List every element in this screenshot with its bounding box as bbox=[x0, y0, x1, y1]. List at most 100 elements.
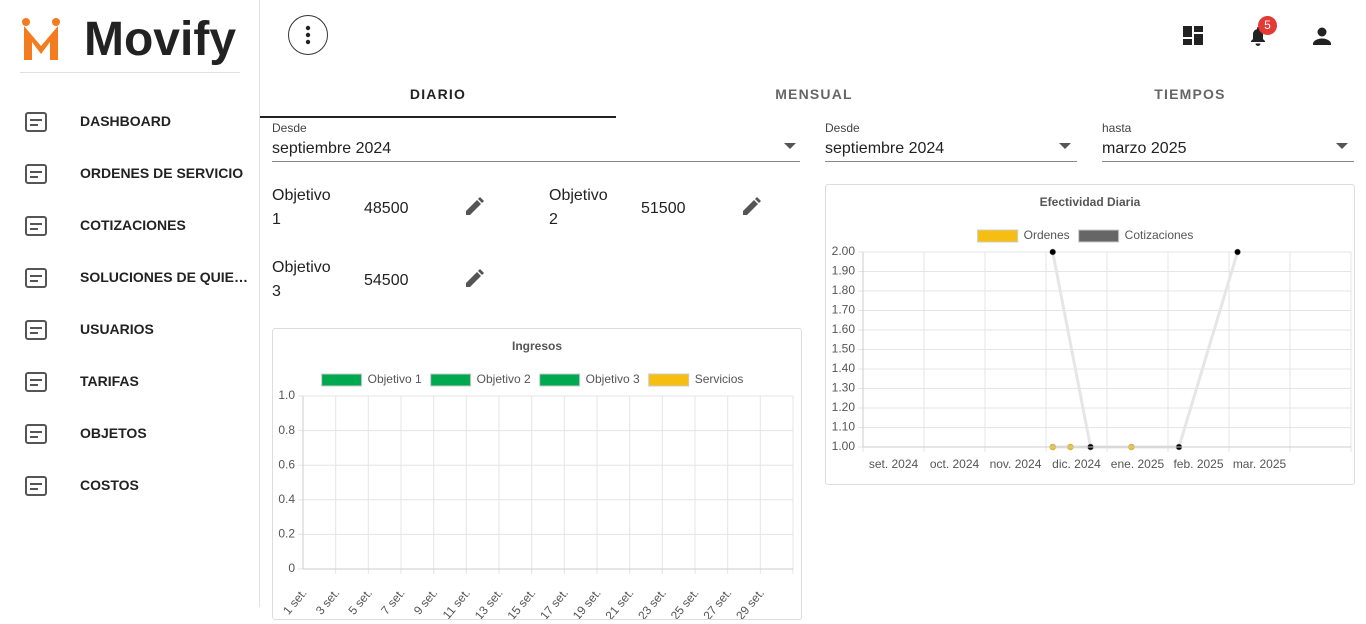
ingresos-card: Ingresos Objetivo 1 Objetivo 2 Objetivo 3 Se… bbox=[272, 328, 802, 623]
nav-label: USUARIOS bbox=[80, 321, 154, 337]
x-tick-label: 21 set. bbox=[603, 586, 637, 619]
x-tick-label: set. 2024 bbox=[869, 457, 919, 471]
y-tick-label: 0.8 bbox=[278, 423, 295, 437]
y-tick-label: 1.80 bbox=[832, 283, 856, 297]
x-tick-label: 17 set. bbox=[537, 586, 571, 619]
legend-swatch bbox=[977, 229, 1019, 243]
x-tick-label: 27 set. bbox=[701, 586, 735, 619]
select-desde[interactable]: Desde septiembre 2024 bbox=[272, 120, 800, 162]
nav-item[interactable]: SOLUCIONES DE QUIE… bbox=[0, 252, 259, 304]
select-value: septiembre 2024 bbox=[825, 140, 945, 157]
objective-label: Objetivo 2 bbox=[549, 187, 608, 228]
select-hasta[interactable]: hasta marzo 2025 bbox=[1102, 120, 1354, 162]
nav-item[interactable]: COSTOS bbox=[0, 460, 259, 512]
legend-swatch bbox=[1078, 229, 1120, 243]
y-tick-label: 1.40 bbox=[832, 361, 856, 375]
y-tick-label: 0.4 bbox=[278, 492, 295, 506]
y-tick-label: 1.0 bbox=[278, 388, 295, 402]
legend-label: Objetivo 2 bbox=[477, 372, 531, 386]
x-tick-label: 15 set. bbox=[505, 586, 539, 619]
dashboard-icon[interactable] bbox=[1182, 25, 1204, 47]
sidebar: Movify DASHBOARD ORDENES DE SERVICIO COTIZ… bbox=[0, 0, 260, 607]
x-tick-label: feb. 2025 bbox=[1173, 457, 1223, 471]
nav-item[interactable]: DASHBOARD bbox=[0, 96, 259, 148]
y-tick-label: 1.60 bbox=[832, 322, 856, 336]
y-tick-label: 1.70 bbox=[832, 303, 856, 317]
x-tick-label: ene. 2025 bbox=[1111, 457, 1165, 471]
x-tick-label: 13 set. bbox=[472, 586, 506, 619]
chart-title: Ingresos bbox=[512, 339, 562, 353]
notification-badge: 5 bbox=[1258, 16, 1277, 35]
nav-item[interactable]: TARIFAS bbox=[0, 356, 259, 408]
nav-label: OBJETOS bbox=[80, 425, 147, 441]
x-tick-label: 23 set. bbox=[635, 586, 669, 619]
nav-item[interactable]: OBJETOS bbox=[0, 408, 259, 460]
select-desde-2[interactable]: Desde septiembre 2024 bbox=[825, 120, 1077, 162]
y-tick-label: 0 bbox=[288, 561, 295, 575]
x-tick-label: dic. 2024 bbox=[1052, 457, 1101, 471]
y-tick-label: 0.6 bbox=[278, 457, 295, 471]
divider bbox=[20, 72, 240, 73]
data-point bbox=[1234, 248, 1241, 256]
legend-swatch bbox=[321, 373, 363, 387]
x-tick-label: 25 set. bbox=[668, 586, 702, 619]
objective-label: Objetivo 1 bbox=[272, 187, 331, 228]
legend-swatch bbox=[648, 373, 690, 387]
logo bbox=[22, 18, 60, 60]
x-tick-label: 7 set. bbox=[378, 586, 408, 617]
tab-indicator bbox=[260, 116, 616, 118]
more-button[interactable] bbox=[288, 15, 328, 55]
nav-label: COSTOS bbox=[80, 477, 139, 493]
chart-title: Efectividad Diaria bbox=[1040, 195, 1141, 209]
tab[interactable]: MENSUAL bbox=[775, 86, 853, 102]
tab[interactable]: TIEMPOS bbox=[1154, 86, 1226, 102]
data-point bbox=[1049, 248, 1056, 256]
x-tick-label: 11 set. bbox=[440, 586, 473, 619]
edit-button[interactable] bbox=[463, 268, 485, 295]
x-tick-label: 5 set. bbox=[345, 586, 375, 617]
account-icon[interactable] bbox=[1310, 24, 1334, 48]
select-value: septiembre 2024 bbox=[272, 140, 392, 157]
legend-swatch bbox=[430, 373, 472, 387]
x-tick-label: 19 set. bbox=[570, 586, 604, 619]
y-tick-label: 1.10 bbox=[832, 420, 856, 434]
legend-label: Objetivo 3 bbox=[586, 372, 640, 386]
x-tick-label: 29 set. bbox=[733, 586, 767, 619]
select-label: Desde bbox=[825, 121, 860, 135]
chart: Efectividad Diaria Ordenes Cotizaciones 1.0… bbox=[832, 195, 1352, 471]
legend-label: Objetivo 1 bbox=[368, 372, 422, 386]
x-tick-label: nov. 2024 bbox=[990, 457, 1042, 471]
y-tick-label: 1.30 bbox=[832, 381, 856, 395]
x-tick-label: 1 set. bbox=[280, 586, 310, 617]
nav-item[interactable]: ORDENES DE SERVICIO bbox=[0, 148, 259, 200]
edit-button[interactable] bbox=[740, 196, 762, 223]
chart: Ingresos Objetivo 1 Objetivo 2 Objetivo 3 Se… bbox=[278, 339, 794, 623]
y-tick-label: 0.2 bbox=[278, 527, 295, 541]
select-value: marzo 2025 bbox=[1102, 140, 1187, 157]
legend-swatch bbox=[539, 373, 581, 387]
select-label: hasta bbox=[1102, 121, 1132, 135]
nav-label: COTIZACIONES bbox=[80, 217, 186, 233]
y-tick-label: 1.00 bbox=[832, 439, 856, 453]
y-tick-label: 1.20 bbox=[832, 400, 856, 414]
nav-label: TARIFAS bbox=[80, 373, 139, 389]
legend-label: Ordenes bbox=[1024, 228, 1070, 242]
x-tick-label: oct. 2024 bbox=[930, 457, 980, 471]
objective-label: Objetivo 3 bbox=[272, 259, 331, 300]
legend-label: Servicios bbox=[695, 372, 744, 386]
y-tick-label: 1.50 bbox=[832, 342, 856, 356]
y-tick-label: 1.90 bbox=[832, 264, 856, 278]
y-tick-label: 2.00 bbox=[832, 244, 856, 258]
nav-label: ORDENES DE SERVICIO bbox=[80, 165, 244, 181]
objective-value: 51500 bbox=[641, 200, 686, 217]
edit-button[interactable] bbox=[463, 196, 485, 223]
objective-value: 48500 bbox=[364, 200, 409, 217]
x-tick-label: 3 set. bbox=[313, 586, 343, 617]
nav-item[interactable]: USUARIOS bbox=[0, 304, 259, 356]
tab[interactable]: DIARIO bbox=[409, 86, 467, 102]
x-tick-label: 9 set. bbox=[411, 586, 441, 617]
select-label: Desde bbox=[272, 121, 307, 135]
efectividad-card: Efectividad Diaria Ordenes Cotizaciones 1.0… bbox=[825, 184, 1355, 485]
nav-item[interactable]: COTIZACIONES bbox=[0, 200, 259, 252]
